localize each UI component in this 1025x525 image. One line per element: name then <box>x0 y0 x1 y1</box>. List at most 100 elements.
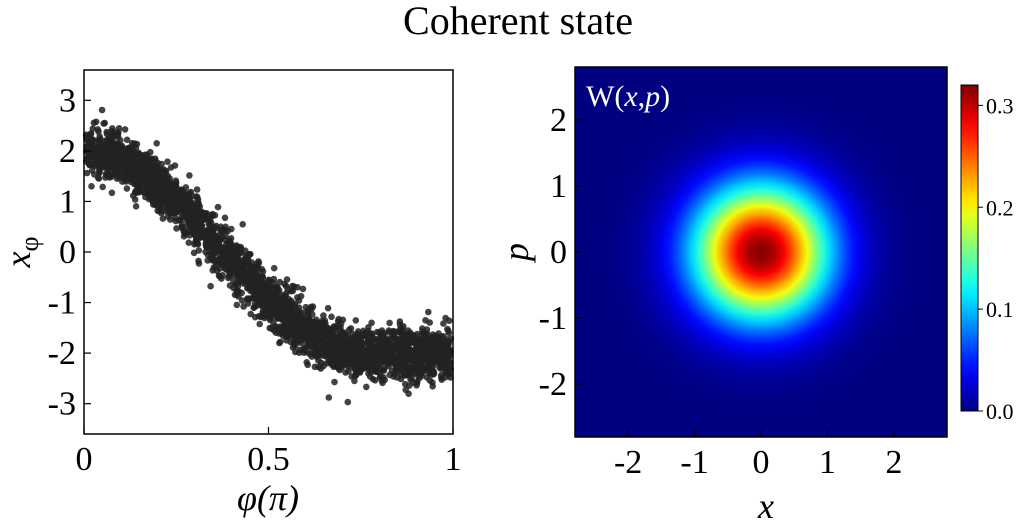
scatter-point <box>333 355 340 363</box>
scatter-point <box>221 214 229 222</box>
scatter-point <box>240 303 247 310</box>
scatter-point <box>426 377 434 384</box>
scatter-point <box>242 252 250 260</box>
scatter-point <box>209 267 216 274</box>
scatter-point <box>413 345 421 353</box>
scatter-point <box>89 152 96 160</box>
scatter-point <box>380 367 388 374</box>
scatter-point <box>140 188 147 195</box>
scatter-point <box>159 215 167 222</box>
scatter-y-tick-label: 1 <box>59 183 76 220</box>
scatter-point <box>319 339 327 347</box>
scatter-x-label: φ(π) <box>237 478 299 518</box>
scatter-point <box>209 212 216 220</box>
scatter-y-tick-label: 2 <box>59 133 76 170</box>
scatter-point <box>398 352 405 360</box>
scatter-point <box>358 363 365 371</box>
heatmap-label-p: p <box>643 80 660 113</box>
heatmap-y-tick-label: -2 <box>539 366 567 403</box>
scatter-point <box>115 128 122 136</box>
scatter-point <box>117 162 124 169</box>
scatter-point <box>257 295 264 302</box>
scatter-y-tick-label: -1 <box>48 285 76 322</box>
scatter-point <box>270 320 277 327</box>
scatter-point <box>424 362 432 369</box>
heatmap-x-tick-label: 2 <box>885 444 902 481</box>
scatter-point <box>388 353 396 360</box>
scatter-point <box>131 189 139 196</box>
scatter-point <box>351 377 358 385</box>
scatter-point <box>402 386 410 394</box>
scatter-point <box>302 321 309 329</box>
scatter-point <box>158 200 165 207</box>
scatter-point <box>398 335 406 342</box>
scatter-point <box>172 177 180 184</box>
scatter-point <box>259 274 267 281</box>
scatter-point <box>238 289 245 297</box>
heatmap-x-tick-label: -2 <box>614 444 642 481</box>
scatter-point <box>142 193 149 201</box>
scatter-point <box>357 351 364 359</box>
scatter-point <box>151 162 158 169</box>
scatter-point <box>345 326 353 334</box>
scatter-point <box>171 203 179 211</box>
scatter-point <box>299 285 307 293</box>
scatter-point <box>312 351 319 359</box>
scatter-point <box>221 264 228 271</box>
scatter-point <box>429 360 437 367</box>
scatter-point <box>285 296 293 303</box>
scatter-point <box>397 375 405 383</box>
scatter-point <box>149 201 157 208</box>
scatter-point <box>297 292 305 300</box>
scatter-point <box>440 357 447 365</box>
scatter-point <box>268 284 276 292</box>
scatter-point <box>276 278 284 286</box>
scatter-point <box>290 325 298 333</box>
scatter-point <box>232 246 239 254</box>
scatter-point <box>196 203 204 210</box>
scatter-point <box>397 365 405 373</box>
colorbar: 0.3 0.2 0.1 0.0 <box>960 84 1014 424</box>
scatter-point <box>385 362 392 370</box>
scatter-point <box>446 369 454 377</box>
scatter-point <box>376 347 383 355</box>
scatter-point <box>164 213 172 220</box>
scatter-point <box>193 193 200 200</box>
scatter-point <box>339 316 347 324</box>
scatter-point <box>245 260 253 268</box>
heatmap-y-ticks: 2 1 0 -1 -2 <box>539 102 582 403</box>
scatter-y-label: xφ <box>0 237 44 269</box>
scatter-point <box>446 358 454 366</box>
scatter-point <box>369 352 376 359</box>
scatter-point <box>302 303 310 311</box>
scatter-point <box>231 257 239 265</box>
heatmap-label-sep: , <box>638 80 646 113</box>
scatter-point <box>109 146 116 153</box>
scatter-point <box>278 311 285 318</box>
scatter-point <box>370 335 378 342</box>
scatter-point <box>109 125 116 132</box>
scatter-y-ticks: 3 2 1 0 -1 -2 -3 <box>48 82 91 423</box>
scatter-point <box>291 331 298 338</box>
scatter-point <box>251 300 259 307</box>
scatter-point <box>166 200 173 208</box>
scatter-point <box>143 158 151 166</box>
colorbar-tick-label: 0.3 <box>986 93 1014 118</box>
scatter-point <box>243 271 250 278</box>
scatter-point <box>296 328 304 336</box>
scatter-point <box>161 181 169 189</box>
scatter-point <box>84 142 91 150</box>
scatter-point <box>270 307 277 314</box>
heatmap-y-tick-label: 2 <box>550 102 567 139</box>
scatter-point <box>140 182 148 189</box>
scatter-point <box>425 308 432 316</box>
scatter-point <box>349 344 356 351</box>
scatter-point <box>207 219 215 226</box>
heatmap-x-tick-label: -1 <box>680 444 708 481</box>
heatmap-label-suffix: ) <box>660 80 670 113</box>
scatter-point <box>96 166 103 174</box>
scatter-x-tick-label: 0 <box>76 441 93 478</box>
heatmap-y-tick-label: -1 <box>539 300 567 337</box>
scatter-point <box>346 361 353 368</box>
scatter-point <box>239 221 246 228</box>
